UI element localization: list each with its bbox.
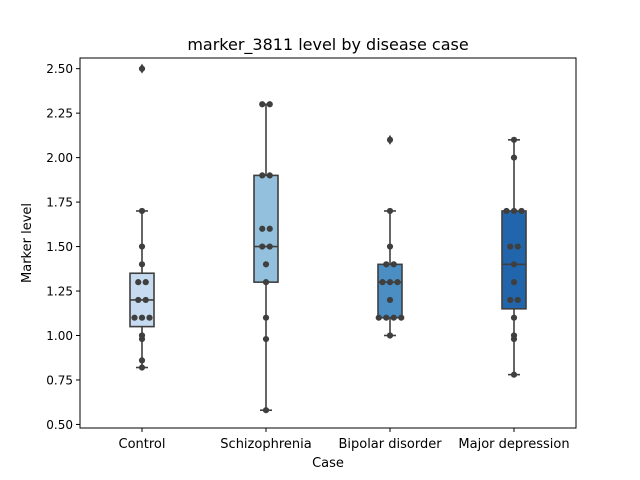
data-point (135, 296, 142, 304)
data-point (379, 279, 386, 286)
y-tick-label: 0.75 (46, 373, 73, 387)
x-tick-label: Schizophrenia (220, 437, 311, 452)
y-tick-label: 1.75 (46, 196, 73, 210)
data-point (510, 371, 518, 378)
data-point (262, 335, 270, 343)
data-point (386, 207, 394, 215)
data-point (266, 172, 273, 179)
data-point (259, 225, 266, 232)
x-tick-label: Major depression (458, 437, 569, 452)
data-point (138, 364, 146, 371)
data-point (510, 136, 518, 143)
data-point (259, 243, 266, 250)
y-tick-label: 1.50 (46, 240, 73, 254)
x-tick-label: Bipolar disorder (338, 437, 442, 452)
y-tick-label: 2.00 (46, 151, 73, 165)
data-point (507, 296, 514, 304)
data-point (503, 207, 510, 215)
x-axis-label: Case (312, 456, 344, 471)
data-point (138, 335, 146, 343)
y-tick-label: 0.50 (46, 418, 73, 432)
data-point (375, 314, 382, 321)
data-point (138, 65, 146, 72)
box-major-depression (501, 210, 527, 310)
data-point (142, 296, 149, 304)
data-point (146, 314, 153, 321)
data-point (138, 314, 146, 321)
data-point (510, 314, 518, 321)
data-point (510, 207, 518, 215)
data-point (262, 279, 270, 286)
data-point (514, 296, 521, 304)
y-axis-label: Marker level (20, 203, 35, 283)
data-point (518, 207, 525, 215)
data-point (383, 261, 390, 268)
data-point (262, 314, 270, 321)
data-point (386, 296, 394, 304)
y-tick-label: 1.00 (46, 329, 73, 343)
y-tick-label: 2.25 (46, 107, 73, 121)
data-point (398, 314, 405, 321)
data-point (510, 279, 518, 286)
data-point (510, 261, 518, 268)
data-point (510, 154, 518, 161)
data-point (386, 332, 394, 339)
chart-title: marker_3811 level by disease case (187, 35, 468, 55)
data-point (142, 279, 149, 286)
plot-frame (79, 57, 577, 429)
data-point (259, 172, 266, 179)
data-point (514, 243, 521, 250)
data-point (259, 101, 266, 108)
data-point (138, 207, 146, 215)
data-point (386, 279, 394, 286)
data-point (135, 279, 142, 286)
data-point (262, 407, 270, 414)
data-point (386, 243, 394, 250)
data-point (138, 243, 146, 250)
y-tick-label: 2.50 (46, 62, 73, 76)
data-point (266, 225, 273, 232)
data-point (138, 357, 146, 364)
data-point (262, 261, 270, 268)
box-bipolar-disorder (377, 263, 403, 319)
data-point (138, 261, 146, 268)
y-tick-label: 1.25 (46, 285, 73, 299)
data-point (266, 243, 273, 250)
data-point (394, 279, 401, 286)
data-point (510, 335, 518, 343)
data-point (390, 261, 397, 268)
x-tick-label: Control (119, 437, 166, 452)
data-point (390, 314, 397, 321)
data-point (386, 136, 394, 143)
data-point (383, 314, 390, 321)
data-point (131, 314, 138, 321)
data-point (266, 101, 273, 108)
data-point (507, 243, 514, 250)
